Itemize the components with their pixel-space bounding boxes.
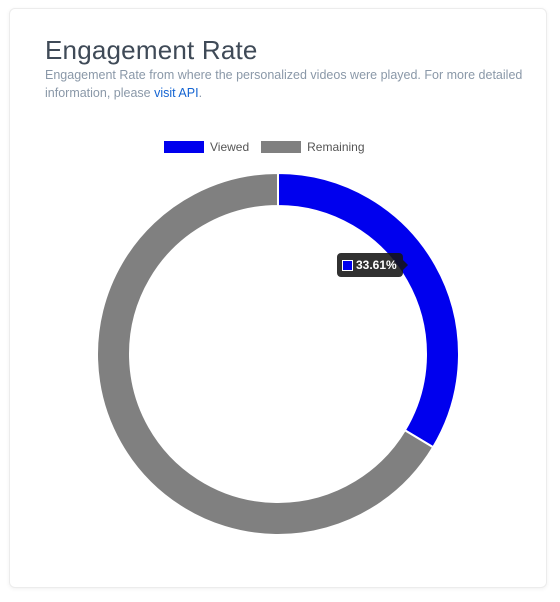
legend-swatch-viewed [164, 141, 204, 153]
engagement-rate-card: Engagement Rate Engagement Rate from whe… [9, 8, 547, 588]
legend-item-remaining[interactable]: Remaining [261, 140, 365, 154]
card-title: Engagement Rate [45, 35, 258, 65]
tooltip-swatch [342, 259, 353, 271]
legend-label-viewed: Viewed [210, 140, 250, 154]
chart-slices [96, 171, 460, 536]
tooltip-value: 33.61% [356, 258, 397, 272]
chart-tooltip: 33.61% [337, 253, 408, 277]
legend-label-remaining: Remaining [307, 140, 365, 154]
slice-viewed[interactable] [277, 171, 460, 449]
chart-legend: Viewed Remaining [164, 139, 377, 155]
subtitle-text: Engagement Rate from where the personali… [45, 68, 523, 100]
subtitle-end: . [198, 86, 203, 100]
legend-item-viewed[interactable]: Viewed [164, 140, 249, 154]
visit-api-link[interactable]: visit API [154, 86, 199, 100]
legend-swatch-remaining [261, 141, 302, 153]
slice-remaining[interactable] [96, 171, 435, 536]
card-subtitle: Engagement Rate from where the personali… [45, 66, 525, 102]
